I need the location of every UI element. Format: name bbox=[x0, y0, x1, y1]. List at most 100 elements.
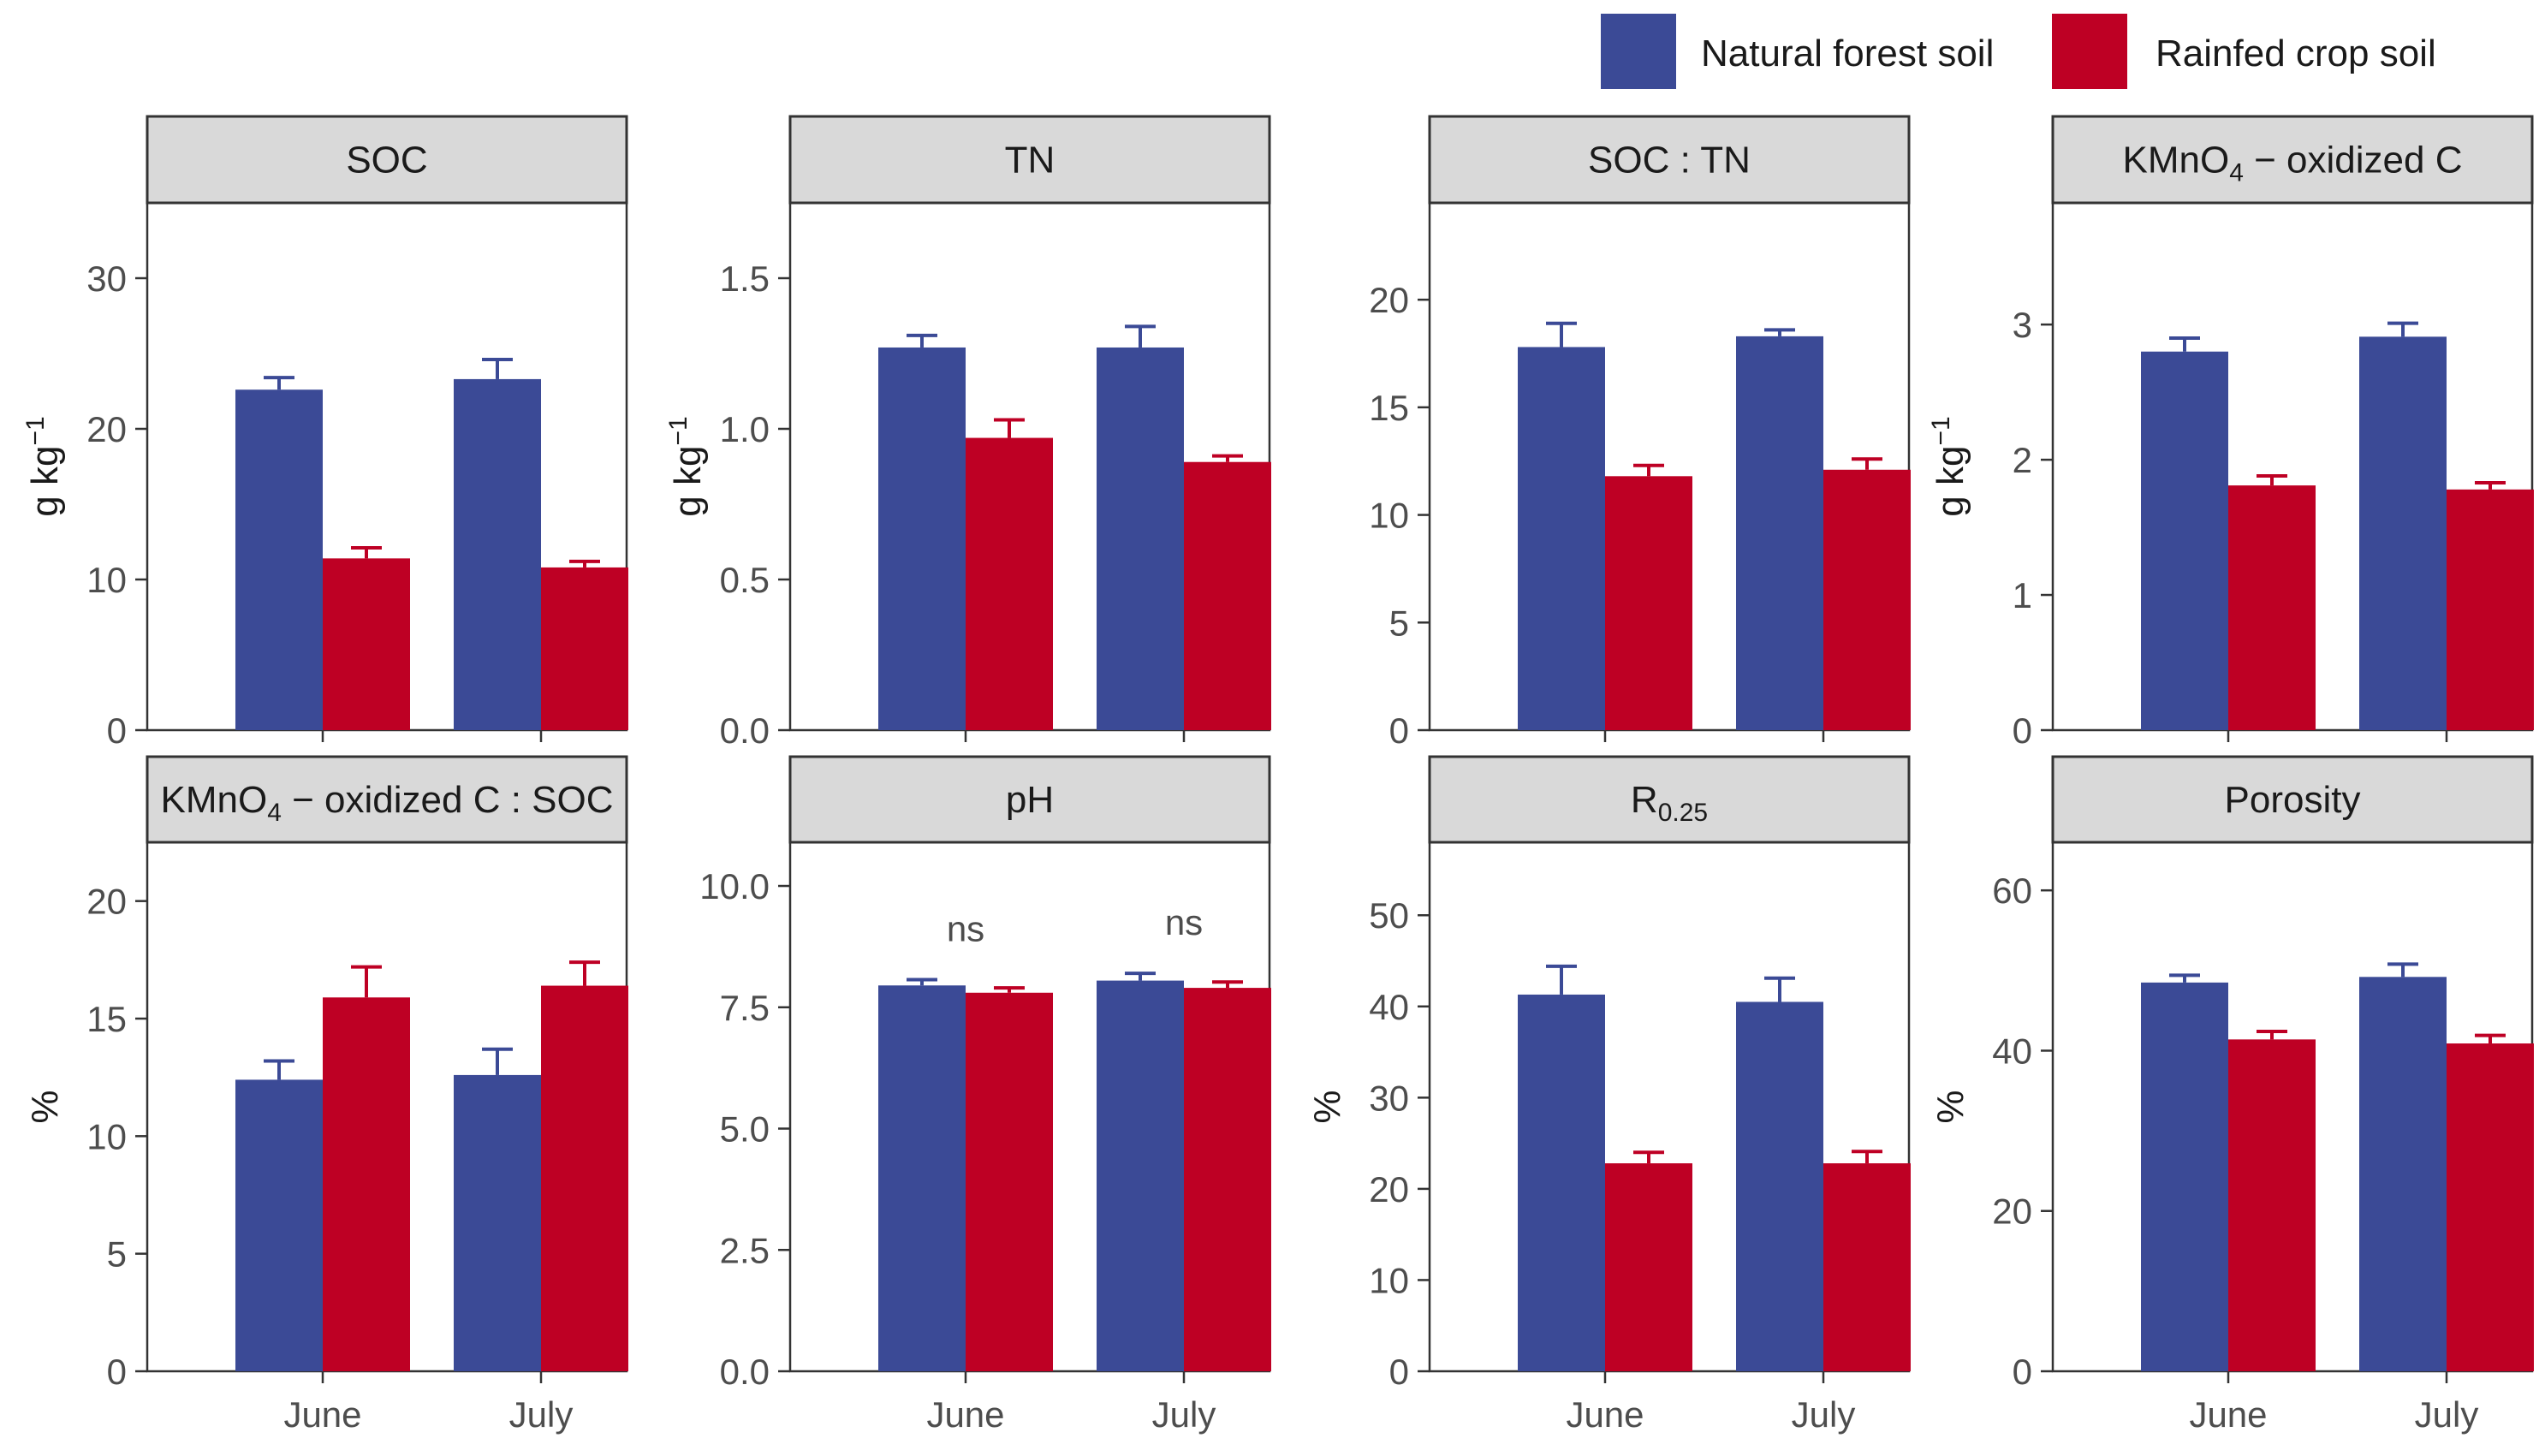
bar-natural-june bbox=[2141, 351, 2228, 730]
bar-rainfed-july bbox=[1184, 461, 1271, 730]
y-tick-label: 0.0 bbox=[720, 710, 770, 751]
y-tick-label: 60 bbox=[1992, 871, 2032, 911]
y-tick-label: 10 bbox=[86, 1116, 127, 1156]
bar-rainfed-june bbox=[1605, 476, 1692, 730]
bar-rainfed-june bbox=[966, 437, 1053, 730]
panel-title: pH bbox=[1006, 779, 1054, 821]
y-tick-label: 0.5 bbox=[720, 560, 770, 600]
y-tick-label: 1.0 bbox=[720, 409, 770, 449]
y-tick-label: 20 bbox=[1369, 1169, 1409, 1209]
bar-natural-june bbox=[2141, 982, 2228, 1371]
y-tick-label: 20 bbox=[1992, 1192, 2032, 1232]
panel-title: KMnO4 − oxidized C bbox=[2123, 140, 2463, 187]
y-tick-label: 15 bbox=[1369, 388, 1409, 428]
bar-natural-july bbox=[1097, 347, 1184, 730]
y-axis-title: g kg−1 bbox=[664, 416, 709, 516]
y-tick-label: 3 bbox=[2013, 305, 2032, 345]
x-tick-label: June bbox=[926, 1394, 1004, 1435]
bar-rainfed-july bbox=[2447, 1043, 2534, 1371]
y-tick-label: 5 bbox=[1389, 603, 1409, 643]
bar-natural-june bbox=[878, 347, 966, 730]
y-tick-label: 0 bbox=[1389, 1352, 1409, 1392]
y-tick-label: 5 bbox=[107, 1234, 127, 1275]
y-tick-label: 10 bbox=[1369, 496, 1409, 536]
y-tick-label: 10 bbox=[86, 560, 127, 600]
bar-rainfed-june bbox=[1605, 1163, 1692, 1371]
bar-rainfed-july bbox=[1823, 469, 1911, 730]
legend-swatch-natural bbox=[1601, 14, 1676, 89]
panel-4: KMnO4 − oxidized C : SOC 0 5 10 15 20% June Jul… bbox=[24, 755, 628, 1435]
bar-rainfed-july bbox=[1184, 988, 1271, 1371]
panel-title: Porosity bbox=[2225, 779, 2361, 821]
legend-swatch-rainfed bbox=[2052, 14, 2127, 89]
x-tick-label: June bbox=[283, 1394, 361, 1435]
y-tick-label: 20 bbox=[86, 409, 127, 449]
y-axis-title: % bbox=[1930, 1090, 1971, 1123]
panel-title: R0.25 bbox=[1631, 779, 1708, 827]
strip-header bbox=[1428, 115, 1911, 205]
y-tick-label: 0 bbox=[1389, 710, 1409, 751]
x-tick-label: July bbox=[1152, 1394, 1216, 1435]
y-tick-label: 30 bbox=[86, 259, 127, 299]
bar-rainfed-june bbox=[2228, 485, 2316, 730]
bar-rainfed-june bbox=[323, 558, 410, 730]
bar-rainfed-june bbox=[2228, 1039, 2316, 1371]
strip-header bbox=[146, 755, 628, 844]
bar-natural-july bbox=[454, 378, 541, 730]
y-axis-title: g kg−1 bbox=[1927, 416, 1971, 516]
bar-natural-july bbox=[1736, 336, 1823, 730]
strip-header bbox=[2051, 755, 2534, 844]
panel-7: Porosity 0 20 40 60% June July bbox=[1930, 755, 2534, 1435]
y-axis-title: g kg−1 bbox=[21, 416, 66, 516]
significance-label: ns bbox=[1165, 902, 1203, 942]
y-tick-label: 40 bbox=[1992, 1031, 2032, 1071]
panel-6: R0.25 0 10 20 30 40 50% June July bbox=[1306, 755, 1911, 1435]
y-tick-label: 0 bbox=[107, 710, 127, 751]
panel-title: KMnO4 − oxidized C : SOC bbox=[161, 779, 614, 827]
panel-0: SOC 0 10 20 30 g kg−1 bbox=[21, 115, 628, 751]
strip-header bbox=[146, 115, 628, 205]
panel-5: pH 0.0 2.5 5.0 7.5 10.0 June July ns ns bbox=[699, 755, 1271, 1435]
bar-rainfed-june bbox=[966, 992, 1053, 1371]
bar-natural-june bbox=[1518, 347, 1605, 730]
panel-title: SOC : TN bbox=[1588, 140, 1751, 181]
y-tick-label: 15 bbox=[86, 999, 127, 1039]
y-tick-label: 10 bbox=[1369, 1260, 1409, 1300]
y-tick-label: 40 bbox=[1369, 987, 1409, 1027]
bar-rainfed-june bbox=[323, 997, 410, 1371]
y-tick-label: 1 bbox=[2013, 575, 2032, 615]
legend-label-rainfed: Rainfed crop soil bbox=[2156, 33, 2436, 74]
panel-3: KMnO4 − oxidized C 0 1 2 3 g kg−1 bbox=[1927, 115, 2534, 751]
bar-natural-june bbox=[1518, 994, 1605, 1371]
y-axis-title: % bbox=[24, 1090, 66, 1123]
bar-natural-july bbox=[1736, 1001, 1823, 1371]
y-tick-label: 20 bbox=[86, 882, 127, 922]
panel-title: TN bbox=[1005, 140, 1055, 181]
bar-rainfed-july bbox=[541, 567, 628, 730]
strip-header bbox=[788, 115, 1271, 205]
bar-natural-june bbox=[235, 1079, 323, 1371]
y-tick-label: 0.0 bbox=[720, 1352, 770, 1392]
y-tick-label: 2.5 bbox=[720, 1230, 770, 1270]
y-tick-label: 5.0 bbox=[720, 1109, 770, 1150]
bar-rainfed-july bbox=[541, 985, 628, 1371]
y-tick-label: 50 bbox=[1369, 895, 1409, 936]
y-tick-label: 30 bbox=[1369, 1078, 1409, 1118]
x-tick-label: July bbox=[509, 1394, 574, 1435]
bar-natural-july bbox=[2359, 977, 2447, 1371]
bar-natural-june bbox=[235, 389, 323, 730]
bar-rainfed-july bbox=[2447, 489, 2534, 730]
strip-header bbox=[1428, 755, 1911, 844]
y-tick-label: 1.5 bbox=[720, 259, 770, 299]
bar-natural-july bbox=[454, 1074, 541, 1371]
bar-natural-july bbox=[1097, 980, 1184, 1371]
y-tick-label: 0 bbox=[107, 1352, 127, 1392]
y-tick-label: 10.0 bbox=[699, 866, 770, 906]
significance-label: ns bbox=[947, 908, 984, 948]
y-tick-label: 0 bbox=[2013, 1352, 2032, 1392]
bar-natural-july bbox=[2359, 336, 2447, 730]
y-tick-label: 20 bbox=[1369, 280, 1409, 320]
legend-label-natural: Natural forest soil bbox=[1701, 33, 1994, 74]
x-tick-label: July bbox=[2415, 1394, 2479, 1435]
